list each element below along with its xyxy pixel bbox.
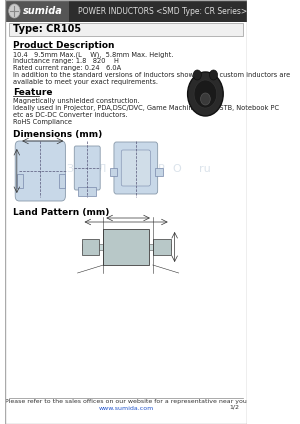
Circle shape (188, 72, 223, 116)
Text: 1/2: 1/2 (230, 404, 239, 410)
Bar (5, 0, 248, 22)
Text: Inductance range: 1.8   820    H: Inductance range: 1.8 820 H (13, 58, 119, 64)
Text: Р: Р (158, 164, 165, 174)
Bar (82, 239, 99, 255)
Text: З: З (66, 164, 73, 174)
FancyBboxPatch shape (114, 142, 158, 194)
Bar (103, 229, 149, 265)
Bar (155, 168, 163, 176)
Text: sumida: sumida (22, 6, 62, 16)
Text: Э: Э (82, 164, 90, 174)
Bar (5, 0, 69, 22)
Text: POWER INDUCTORS <SMD Type: CR Series>: POWER INDUCTORS <SMD Type: CR Series> (77, 6, 247, 16)
Text: 10.4   9.5mm Max.(L    W),  5.8mm Max. Height.: 10.4 9.5mm Max.(L W), 5.8mm Max. Height. (13, 51, 173, 58)
Text: Л: Л (98, 164, 106, 174)
Circle shape (201, 93, 210, 105)
Bar (110, 168, 117, 176)
Text: Dimensions (mm): Dimensions (mm) (13, 130, 102, 139)
Text: Т: Т (144, 164, 151, 174)
Bar (149, 244, 171, 250)
Text: available to meet your exact requirements.: available to meet your exact requirement… (13, 79, 158, 85)
Bar (9, 23, 244, 36)
Text: In addition to the standard versions of inductors shown here, custom inductors a: In addition to the standard versions of … (13, 72, 290, 78)
Text: Magnetically unshielded construction.: Magnetically unshielded construction. (13, 98, 140, 104)
Text: RoHS Compliance: RoHS Compliance (13, 119, 72, 125)
Circle shape (194, 80, 217, 108)
Bar (78, 187, 96, 196)
Text: Please refer to the sales offices on our website for a representative near you: Please refer to the sales offices on our… (5, 399, 247, 404)
FancyBboxPatch shape (121, 150, 150, 186)
Circle shape (9, 4, 20, 18)
Text: Rated current range: 0.24   6.0A: Rated current range: 0.24 6.0A (13, 65, 121, 71)
Circle shape (193, 70, 201, 80)
FancyBboxPatch shape (15, 141, 65, 201)
FancyBboxPatch shape (74, 146, 100, 190)
Text: Feature: Feature (13, 88, 52, 97)
Bar (82, 244, 104, 250)
Text: Ideally used in Projector, PDA,DSC/DVC, Game Machine, DVD, STB, Notebook PC: Ideally used in Projector, PDA,DSC/DVC, … (13, 105, 279, 111)
Text: О: О (172, 164, 181, 174)
Bar (153, 239, 171, 255)
Text: Е: Е (115, 164, 122, 174)
Bar (59, 174, 65, 188)
Text: etc as DC-DC Converter inductors.: etc as DC-DC Converter inductors. (13, 112, 128, 118)
Bar (17, 174, 23, 188)
Text: ru: ru (199, 164, 211, 174)
Text: www.sumida.com: www.sumida.com (98, 405, 154, 410)
Text: Type: CR105: Type: CR105 (13, 25, 81, 34)
Circle shape (209, 70, 217, 80)
Text: Land Pattern (mm): Land Pattern (mm) (13, 208, 109, 217)
Text: К: К (129, 164, 136, 174)
Text: Product Description: Product Description (13, 41, 114, 50)
